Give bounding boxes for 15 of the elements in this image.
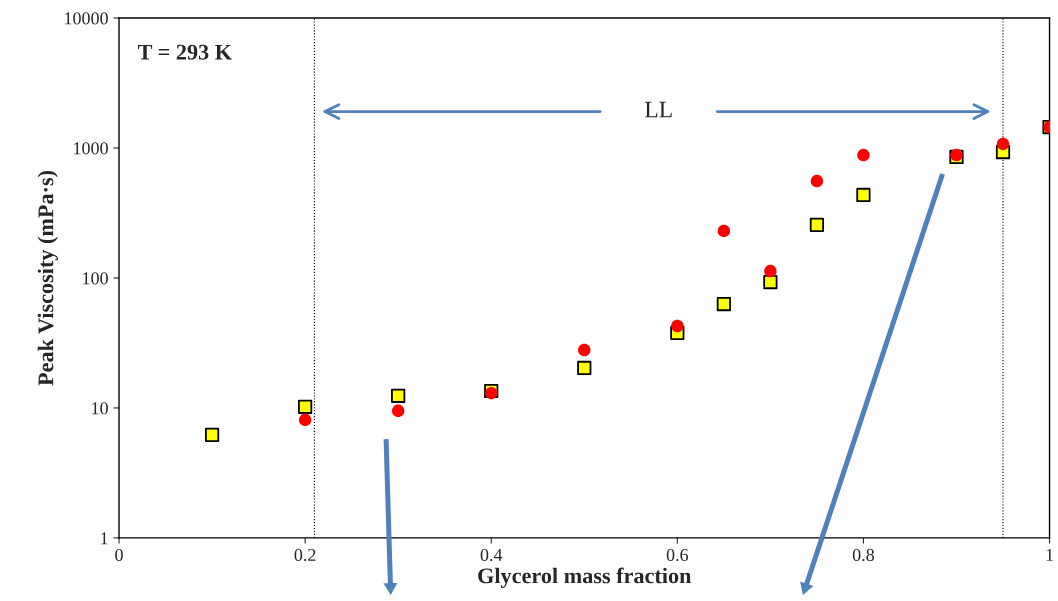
x-tick-label: 0 <box>115 548 123 562</box>
x-tick-label: 0.2 <box>294 548 316 562</box>
x-tick-label: 0.8 <box>852 548 875 562</box>
y-tick-label: 100 <box>83 272 108 285</box>
annotation: T = 293 K <box>137 44 232 60</box>
y-tick-label: 10 <box>92 402 108 415</box>
x-tick-label: 1 <box>1046 548 1053 561</box>
x-tick-label: 0.6 <box>666 548 689 562</box>
annotation: LL <box>644 101 672 118</box>
y-tick-label: 1 <box>101 532 108 545</box>
x-axis-title: Glycerol mass fraction <box>478 567 692 588</box>
y-tick-label: 10000 <box>65 12 108 25</box>
y-axis-title: Peak Viscosity (mPa·s) <box>37 170 58 386</box>
x-tick-label: 0.4 <box>480 548 503 562</box>
y-tick-label: 1000 <box>74 142 108 155</box>
